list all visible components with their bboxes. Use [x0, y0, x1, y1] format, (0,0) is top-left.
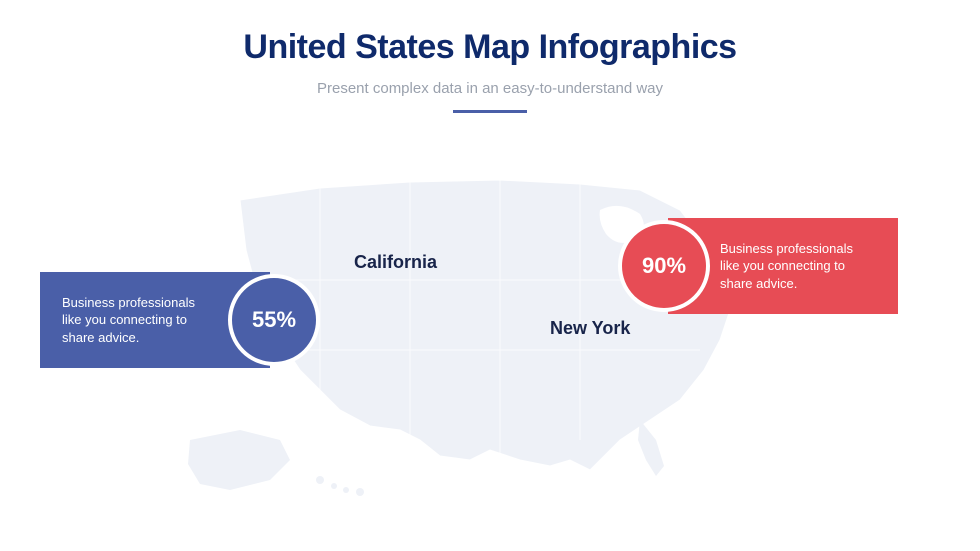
- page-title: United States Map Infographics: [0, 28, 980, 67]
- callout-newyork-description: Business professionals like you connecti…: [698, 240, 898, 293]
- callout-california-percent-circle: 55%: [228, 274, 320, 366]
- state-label-california: California: [354, 252, 437, 273]
- callout-california: Business professionals like you connecti…: [40, 272, 320, 368]
- infographic-stage: United States Map Infographics Present c…: [0, 0, 980, 551]
- callout-california-percent: 55%: [252, 307, 296, 333]
- page-subtitle: Present complex data in an easy-to-under…: [0, 80, 980, 97]
- state-label-newyork: New York: [550, 318, 630, 339]
- title-accent-bar: [453, 110, 527, 113]
- callout-newyork-percent: 90%: [642, 253, 686, 279]
- callout-newyork: 90% Business professionals like you conn…: [618, 218, 898, 314]
- callout-newyork-percent-circle: 90%: [618, 220, 710, 312]
- callout-california-description: Business professionals like you connecti…: [40, 294, 240, 347]
